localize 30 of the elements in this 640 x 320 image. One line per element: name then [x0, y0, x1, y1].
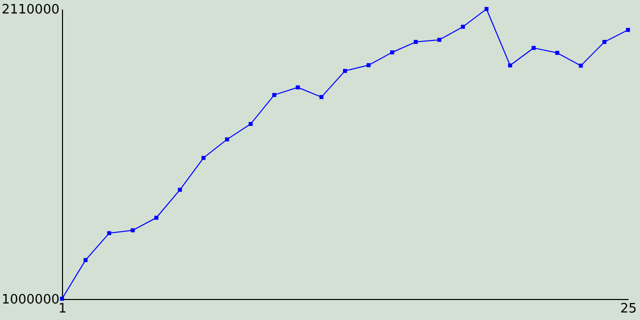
point	[272, 92, 276, 97]
point	[437, 38, 442, 42]
point	[84, 258, 88, 262]
line-series	[60, 7, 630, 301]
point	[460, 24, 465, 29]
point	[414, 40, 418, 44]
point	[366, 63, 371, 68]
point	[343, 68, 347, 73]
point	[578, 64, 583, 68]
point	[484, 7, 488, 11]
point	[107, 231, 112, 236]
point	[225, 137, 230, 142]
point	[296, 85, 300, 90]
point	[248, 122, 253, 126]
point	[602, 40, 606, 44]
x-tick-label: 1	[58, 302, 67, 316]
point	[130, 228, 135, 232]
point	[319, 95, 324, 100]
point	[532, 46, 536, 50]
point	[508, 63, 512, 68]
point	[60, 296, 64, 301]
point	[555, 50, 560, 55]
point	[154, 216, 158, 220]
point	[390, 50, 394, 54]
y-tick-label: 2110000	[2, 2, 60, 18]
point	[626, 28, 630, 32]
point	[202, 156, 206, 160]
point	[178, 188, 182, 192]
y-tick-label: 1000000	[2, 292, 60, 308]
x-tick-label: 25	[620, 302, 637, 316]
